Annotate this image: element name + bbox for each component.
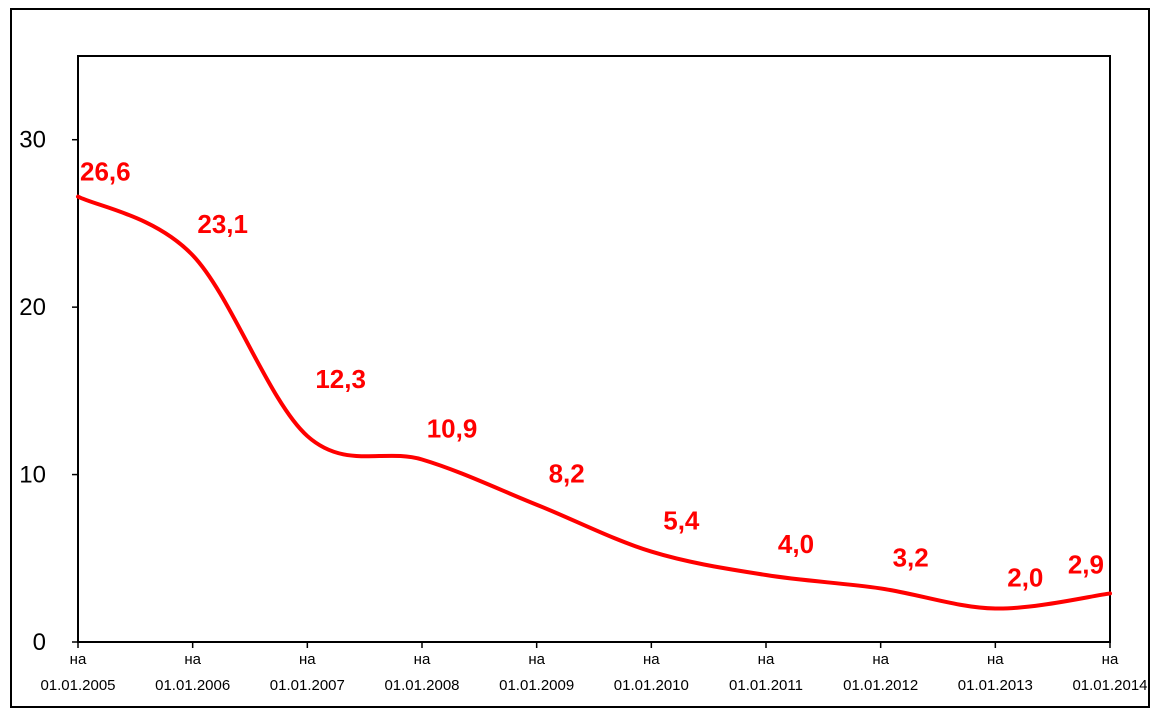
data-label: 4,0 bbox=[778, 529, 814, 559]
data-label: 2,0 bbox=[1007, 563, 1043, 593]
x-tick-label-date: 01.01.2005 bbox=[40, 677, 115, 694]
x-tick-label-date: 01.01.2006 bbox=[155, 677, 230, 694]
x-tick-label-date: 01.01.2011 bbox=[729, 677, 803, 694]
x-tick-label-date: 01.01.2014 bbox=[1072, 677, 1147, 694]
x-tick-label-prefix: на bbox=[758, 651, 775, 668]
y-tick-label: 0 bbox=[33, 629, 46, 656]
data-label: 2,9 bbox=[1068, 549, 1104, 579]
data-labels: 26,6 23,1 12,3 10,9 8,2 5,4 4,0 3,2 2,0 2,9 bbox=[80, 157, 1104, 593]
x-axis: на 01.01.2005 на 01.01.2006 на 01.01.2007 на 01… bbox=[40, 642, 1148, 694]
x-tick-label-date: 01.01.2008 bbox=[384, 677, 459, 694]
data-label: 8,2 bbox=[549, 459, 585, 489]
data-label: 23,1 bbox=[197, 209, 248, 239]
x-tick-label-prefix: на bbox=[184, 651, 201, 668]
x-tick-label-prefix: на bbox=[528, 651, 545, 668]
x-tick-label-prefix: на bbox=[872, 651, 889, 668]
data-label: 26,6 bbox=[80, 157, 131, 187]
x-tick-label-date: 01.01.2013 bbox=[958, 677, 1033, 694]
y-axis: 0 10 20 30 bbox=[19, 127, 78, 656]
x-tick-label-prefix: на bbox=[987, 651, 1004, 668]
data-label: 10,9 bbox=[427, 414, 478, 444]
y-tick-label: 30 bbox=[19, 127, 46, 154]
x-tick-label-date: 01.01.2010 bbox=[614, 677, 689, 694]
x-tick-label-prefix: на bbox=[1102, 651, 1119, 668]
x-tick-label-prefix: на bbox=[299, 651, 316, 668]
x-tick-label-prefix: на bbox=[414, 651, 431, 668]
x-tick-label-prefix: на bbox=[70, 651, 87, 668]
y-tick-label: 20 bbox=[19, 294, 46, 321]
x-tick-label-date: 01.01.2007 bbox=[270, 677, 345, 694]
x-tick-label-prefix: на bbox=[643, 651, 660, 668]
x-tick-label-date: 01.01.2012 bbox=[843, 677, 918, 694]
data-label: 12,3 bbox=[315, 364, 366, 394]
series-line bbox=[76, 194, 1112, 611]
x-tick-label-date: 01.01.2009 bbox=[499, 677, 574, 694]
plot-area bbox=[77, 55, 1111, 643]
data-label: 3,2 bbox=[893, 542, 929, 572]
data-label: 5,4 bbox=[663, 506, 700, 536]
y-tick-label: 10 bbox=[19, 462, 46, 489]
